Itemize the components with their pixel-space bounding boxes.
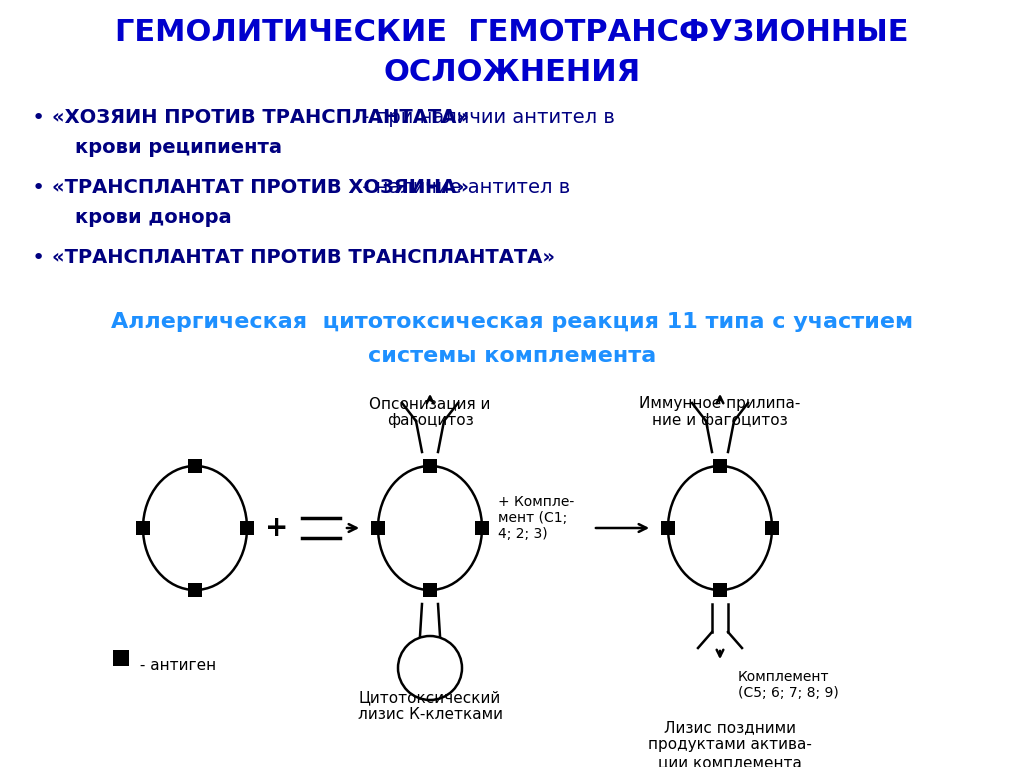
Text: крови реципиента: крови реципиента [75,138,282,157]
Text: - при наличии антител в: - при наличии антител в [356,108,615,127]
Text: •: • [32,178,45,198]
Text: «ТРАНСПЛАНТАТ ПРОТИВ ХОЗЯИНА»: «ТРАНСПЛАНТАТ ПРОТИВ ХОЗЯИНА» [52,178,469,197]
Text: Иммунное прилипа-
ние и фагоцитоз: Иммунное прилипа- ние и фагоцитоз [639,396,801,429]
FancyBboxPatch shape [713,583,727,597]
FancyBboxPatch shape [423,583,437,597]
Text: Лизис поздними
продуктами актива-
ции комплемента: Лизис поздними продуктами актива- ции ко… [648,720,812,767]
FancyBboxPatch shape [188,459,202,473]
FancyBboxPatch shape [136,521,150,535]
FancyBboxPatch shape [765,521,779,535]
Text: Аллергическая  цитотоксическая реакция 11 типа с участием: Аллергическая цитотоксическая реакция 11… [111,312,913,332]
FancyBboxPatch shape [662,521,675,535]
Text: Опсонизация и
фагоцитоз: Опсонизация и фагоцитоз [370,396,490,429]
Text: Цитотоксический
лизис К-клетками: Цитотоксический лизис К-клетками [357,690,503,723]
Text: - наличие антител в: - наличие антител в [356,178,570,197]
Text: •: • [32,248,45,268]
Text: + Компле-
мент (С1;
4; 2; 3): + Компле- мент (С1; 4; 2; 3) [498,495,574,542]
Text: - антиген: - антиген [135,658,216,673]
FancyBboxPatch shape [240,521,254,535]
Text: «ТРАНСПЛАНТАТ ПРОТИВ ТРАНСПЛАНТАТА»: «ТРАНСПЛАНТАТ ПРОТИВ ТРАНСПЛАНТАТА» [52,248,555,267]
Text: крови донора: крови донора [75,208,231,227]
Text: «ХОЗЯИН ПРОТИВ ТРАНСПЛАНТАТА»: «ХОЗЯИН ПРОТИВ ТРАНСПЛАНТАТА» [52,108,469,127]
Text: ГЕМОЛИТИЧЕСКИЕ  ГЕМОТРАНСФУЗИОННЫЕ: ГЕМОЛИТИЧЕСКИЕ ГЕМОТРАНСФУЗИОННЫЕ [116,18,908,47]
Text: системы комплемента: системы комплемента [368,346,656,366]
FancyBboxPatch shape [113,650,129,666]
Text: ОСЛОЖНЕНИЯ: ОСЛОЖНЕНИЯ [383,58,641,87]
FancyBboxPatch shape [475,521,489,535]
Text: •: • [32,108,45,128]
FancyBboxPatch shape [371,521,385,535]
FancyBboxPatch shape [423,459,437,473]
Text: +: + [265,514,289,542]
Text: Комплемент
(С5; 6; 7; 8; 9): Комплемент (С5; 6; 7; 8; 9) [738,670,839,700]
FancyBboxPatch shape [713,459,727,473]
FancyBboxPatch shape [188,583,202,597]
